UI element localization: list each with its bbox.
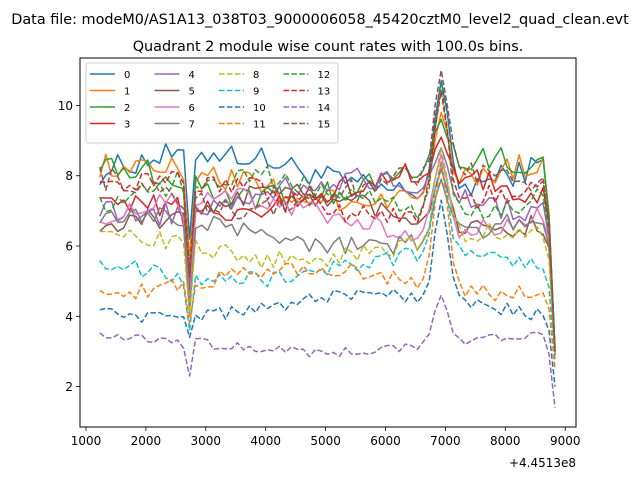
x-tick-label: 6000: [370, 434, 401, 448]
legend-label-6: 6: [189, 103, 195, 114]
x-tick-label: 9000: [550, 434, 581, 448]
series-line-7: [99, 178, 556, 356]
legend-label-14: 14: [318, 103, 331, 114]
plot-frame: [79, 57, 577, 428]
x-tick-label: 3000: [191, 434, 222, 448]
series-line-15: [99, 69, 556, 348]
x-tick-label: 4000: [250, 434, 281, 448]
x-tick-label: 7000: [430, 434, 461, 448]
series-line-13: [99, 90, 556, 352]
y-tick-label: 6: [65, 240, 73, 254]
axis-layer: 1000 2000 3000 4000 5000 6000 7000 8000 9000 2 4 6 8…: [58, 99, 581, 448]
legend-label-7: 7: [189, 119, 195, 130]
legend-label-8: 8: [253, 70, 259, 81]
legend-label-12: 12: [318, 70, 331, 81]
legend-label-0: 0: [124, 70, 130, 81]
legend-label-5: 5: [189, 86, 195, 97]
legend-label-15: 15: [318, 119, 331, 130]
series-line-9: [99, 160, 556, 363]
series-line-12: [99, 83, 556, 352]
series-line-14: [99, 294, 556, 408]
y-tick-label: 10: [58, 99, 73, 113]
x-tick-label: 1000: [71, 434, 102, 448]
x-offset-label: +4.4513e8: [509, 456, 576, 470]
legend-label-13: 13: [318, 86, 331, 97]
y-tick-label: 4: [65, 310, 73, 324]
legend-label-9: 9: [253, 86, 259, 97]
legend-label-4: 4: [189, 70, 195, 81]
legend-label-10: 10: [253, 103, 266, 114]
series-line-5: [99, 167, 556, 356]
legend-box: [85, 62, 339, 144]
legend-label-1: 1: [124, 86, 130, 97]
chart-title: Quadrant 2 module wise count rates with …: [133, 39, 524, 55]
legend-label-11: 11: [253, 119, 266, 130]
series-line-6: [99, 153, 556, 356]
y-tick-label: 2: [65, 380, 73, 394]
series-layer: [99, 69, 556, 408]
series-line-8: [99, 146, 556, 359]
x-tick-label: 8000: [490, 434, 521, 448]
legend-label-2: 2: [124, 103, 130, 114]
series-line-2: [99, 118, 556, 348]
legend-label-3: 3: [124, 119, 130, 130]
x-tick-label: 5000: [310, 434, 341, 448]
y-tick-label: 8: [65, 169, 73, 183]
x-tick-label: 2000: [131, 434, 162, 448]
series-line-11: [99, 160, 556, 370]
chart-suptitle: Data file: modeM0/AS1A13_038T03_90000060…: [11, 12, 629, 28]
series-line-10: [99, 199, 556, 387]
